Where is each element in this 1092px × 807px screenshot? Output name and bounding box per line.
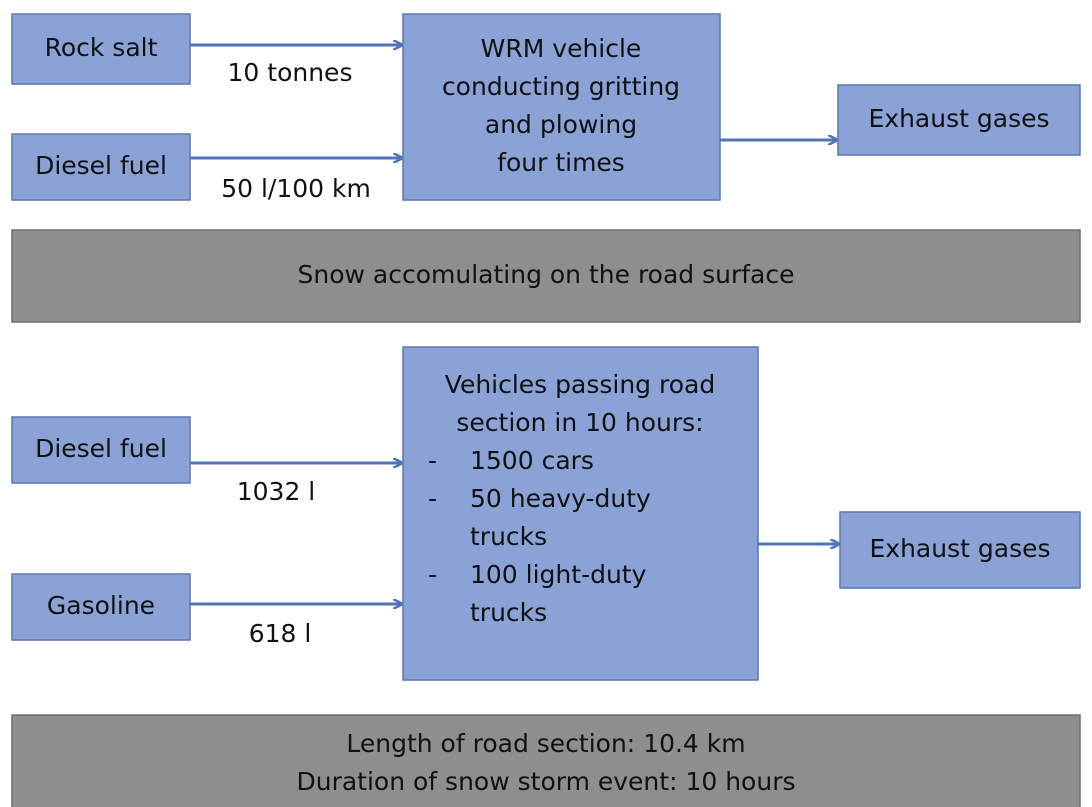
edge-label: 1032 l <box>237 477 316 506</box>
list-bullet: - <box>428 560 437 589</box>
edge-label: 50 l/100 km <box>221 174 371 203</box>
condition-box <box>11 229 1081 323</box>
output-label: Exhaust gases <box>870 534 1051 563</box>
list-item: 100 light-duty <box>470 560 647 589</box>
list-bullet: - <box>428 484 437 513</box>
process-line: WRM vehicle <box>481 34 642 63</box>
input-label: Diesel fuel <box>35 434 167 463</box>
process-box <box>402 346 759 681</box>
list-item: trucks <box>470 522 547 551</box>
footer-line: Length of road section: 10.4 km <box>346 729 745 758</box>
condition-label: Snow accomulating on the road surface <box>298 260 795 289</box>
input-label: Diesel fuel <box>35 151 167 180</box>
process-line: four times <box>497 148 625 177</box>
input-box <box>11 573 191 641</box>
input-label: Gasoline <box>47 591 155 620</box>
process-box <box>402 13 721 201</box>
input-box <box>11 13 191 85</box>
process-line: conducting gritting <box>442 72 680 101</box>
process-line: and plowing <box>485 110 637 139</box>
output-label: Exhaust gases <box>869 104 1050 133</box>
process-list: - 1500 cars - 50 heavy-duty trucks - 100 light… <box>428 446 651 627</box>
edge-label: 618 l <box>249 619 312 648</box>
input-box <box>11 133 191 201</box>
output-box <box>837 84 1081 156</box>
list-item: trucks <box>470 598 547 627</box>
footer-box <box>11 714 1081 807</box>
list-item: 50 heavy-duty <box>470 484 651 513</box>
input-box <box>11 416 191 484</box>
list-item: 1500 cars <box>470 446 594 475</box>
output-box <box>839 511 1081 589</box>
input-label: Rock salt <box>45 33 158 62</box>
edge-label: 10 tonnes <box>228 58 353 87</box>
process-heading: Vehicles passing road <box>445 370 715 399</box>
footer-line: Duration of snow storm event: 10 hours <box>296 767 795 796</box>
process-heading: section in 10 hours: <box>456 408 703 437</box>
list-bullet: - <box>428 446 437 475</box>
